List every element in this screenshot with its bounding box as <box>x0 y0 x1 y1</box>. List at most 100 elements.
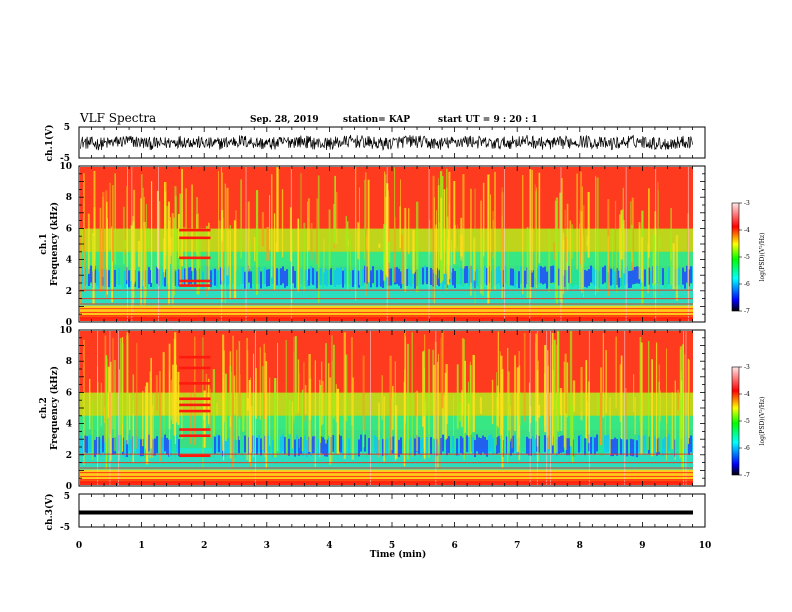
spectrogram-cell <box>282 434 284 452</box>
spectrogram-cell <box>676 437 678 455</box>
spectrogram-cell <box>262 266 264 284</box>
spectrogram-streak <box>554 200 557 300</box>
spectrogram-streak <box>480 200 482 294</box>
spectrogram-streak <box>247 201 250 272</box>
spectrogram-cell <box>80 435 82 453</box>
spectrogram-streak <box>80 237 82 305</box>
spectrogram-cell <box>498 435 500 453</box>
spectrogram-cell <box>126 267 128 285</box>
spectrogram-streak <box>461 338 464 416</box>
ch3-ytick-top: 5 <box>64 492 70 502</box>
spectrogram-cell <box>278 269 280 287</box>
spectrogram-cell <box>550 436 552 454</box>
spectrogram-streak <box>596 177 599 293</box>
spectrogram-feature <box>179 454 211 458</box>
spectrogram-cell <box>360 434 362 452</box>
spectrogram-cell <box>296 435 298 453</box>
spectrogram-cell <box>310 439 312 457</box>
spectrogram-streak <box>463 339 465 460</box>
spectrogram-streak <box>640 342 643 455</box>
spectrogram-cell <box>576 435 578 453</box>
spectrogram-streak <box>399 206 401 249</box>
spectrogram-cell <box>242 267 244 285</box>
spectrogram-streak <box>345 354 348 422</box>
ch2-spectrogram-image <box>80 331 693 485</box>
spectrogram-cell <box>594 437 596 455</box>
spectrogram-streak <box>167 201 170 305</box>
spectrogram-streak <box>297 218 300 292</box>
spectrogram-cell <box>450 265 452 283</box>
ch1-freq-ticklabels: 0 2 4 6 8 10 <box>59 162 72 328</box>
spectrogram-cell <box>592 266 594 284</box>
spectrogram-cell <box>244 271 246 289</box>
spectrogram-streak <box>423 350 426 417</box>
spectrogram-cell <box>306 270 308 288</box>
spectrogram-cell <box>268 435 270 453</box>
spectrogram-cell <box>542 434 544 452</box>
spectrogram-cell <box>86 267 88 285</box>
spectrogram-cell <box>372 266 374 284</box>
spectrogram-streak <box>317 175 320 303</box>
ch1-waveform-ticks <box>78 127 706 158</box>
spectrogram-streak <box>469 365 472 454</box>
spectrogram-cell <box>366 440 368 458</box>
spectrogram-streak <box>255 368 257 419</box>
spectrogram-streak <box>616 230 618 293</box>
spectrogram-streak <box>336 192 338 245</box>
spectrogram-cell <box>574 267 576 285</box>
spectrogram-cell <box>650 270 652 288</box>
date-label: Sep. 28, 2019 <box>250 115 319 125</box>
spectrogram-streak <box>623 220 625 274</box>
spectrogram-cell <box>624 268 626 286</box>
spectrogram-streak <box>522 175 524 295</box>
spectrogram-cell <box>322 437 324 455</box>
spectrogram-streak <box>456 364 459 429</box>
ch1-spectrogram-ticks <box>78 165 706 323</box>
spectrogram-cell <box>452 268 454 286</box>
spectrogram-cell <box>226 438 228 456</box>
spectrogram-streak <box>481 237 484 296</box>
spectrogram-streak <box>97 382 99 462</box>
spectrogram-streak <box>429 219 431 255</box>
ch1-colorbar: -3 -4 -5 -6 -7 log(PSD)(V²/Hz) <box>731 200 766 315</box>
spectrogram-streak <box>93 207 96 270</box>
spectrogram-cell <box>460 436 462 454</box>
spectrogram-streak <box>609 397 611 456</box>
spectrogram-cell <box>524 435 526 453</box>
figure-title: VLF Spectra <box>79 111 156 125</box>
spectrogram-cell <box>402 269 404 287</box>
spectrogram-streak <box>202 337 204 468</box>
spectrogram-cell <box>122 271 124 289</box>
spectrogram-cell <box>638 435 640 452</box>
spectrogram-streak <box>131 226 134 291</box>
spectrogram-streak <box>395 405 398 460</box>
spectrogram-cell <box>522 434 524 452</box>
spectrogram-cell <box>458 438 460 456</box>
spectrogram-streak <box>404 207 407 292</box>
spectrogram-feature <box>179 428 211 431</box>
spectrogram-cell <box>376 437 378 455</box>
spectrogram-cell <box>488 435 490 453</box>
spectrogram-streak <box>113 360 117 452</box>
spectrogram-feature <box>179 382 211 385</box>
spectrogram-streak <box>448 171 451 280</box>
spectrogram-streak <box>210 388 212 439</box>
spectrogram-cell <box>606 270 608 288</box>
spectrogram-cell <box>596 434 598 452</box>
spectrogram-cell <box>632 267 634 285</box>
spectrogram-streak <box>687 358 690 445</box>
spectrogram-cell <box>684 271 686 289</box>
spectrogram-cell <box>164 269 166 287</box>
spectrogram-streak <box>588 331 590 485</box>
spectrogram-streak <box>684 354 686 449</box>
spectrogram-cell <box>334 270 336 287</box>
spectrogram-cell <box>130 439 132 457</box>
spectrogram-streak <box>335 384 337 423</box>
spectrogram-cell <box>316 436 318 454</box>
spectrogram-cell <box>580 434 582 452</box>
spectrogram-streak <box>255 190 259 295</box>
spectrogram-streak <box>507 347 509 464</box>
spectrogram-cell <box>610 439 612 457</box>
spectrogram-cell <box>490 434 492 452</box>
spectrogram-streak <box>319 379 321 458</box>
